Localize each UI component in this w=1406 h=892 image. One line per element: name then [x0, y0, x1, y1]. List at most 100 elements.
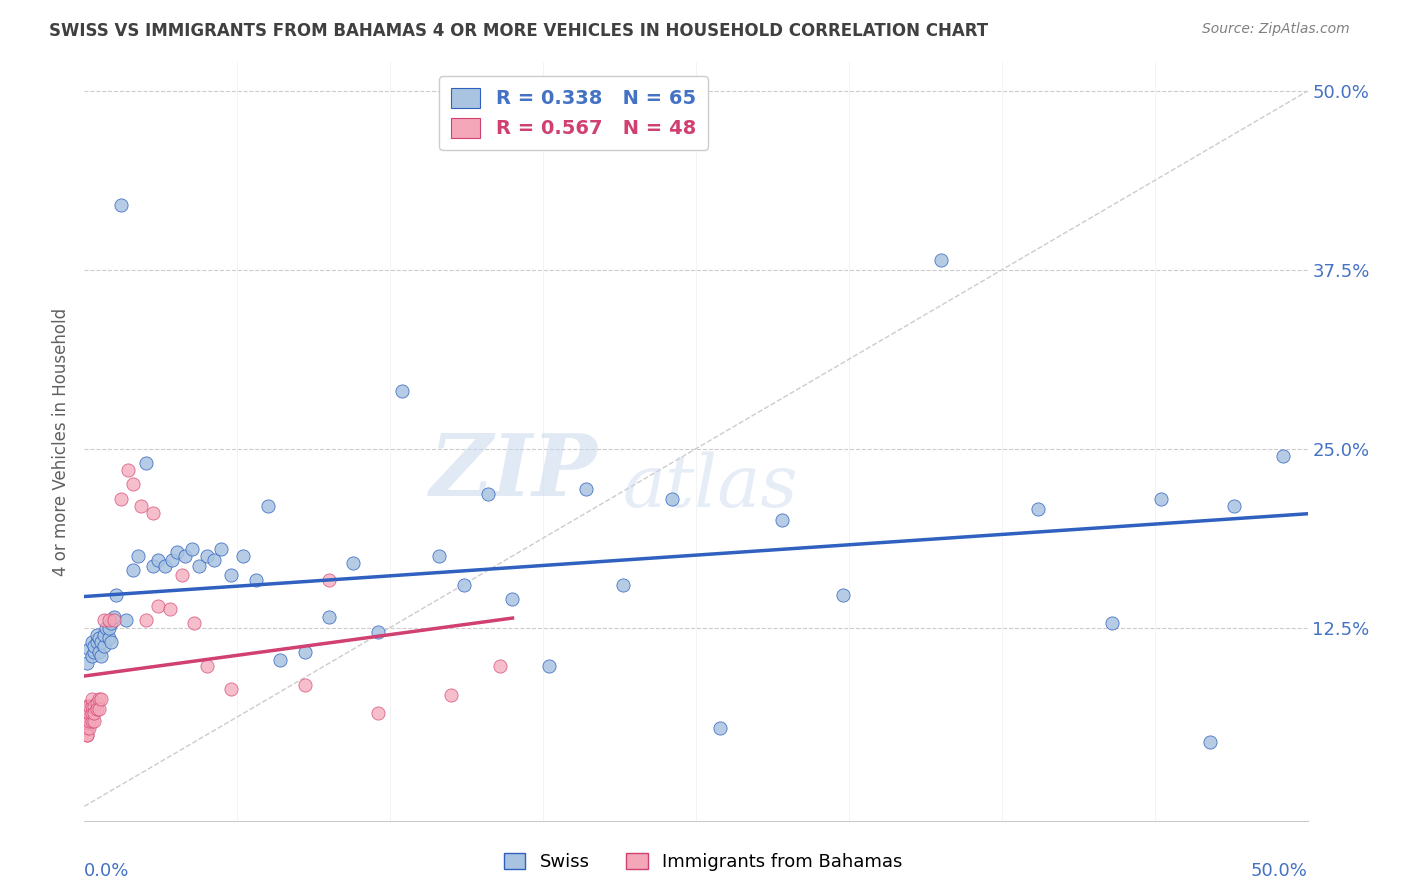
Point: [77, 716, 100, 731]
Point: [294, 645, 316, 659]
Point: [135, 613, 157, 627]
Point: [391, 384, 413, 399]
Point: [87, 645, 110, 659]
Point: [96, 620, 118, 634]
Point: [83, 706, 105, 721]
Point: [77, 721, 100, 735]
Point: [502, 591, 524, 606]
Point: [76, 728, 98, 742]
Point: [709, 721, 731, 735]
Point: [269, 653, 291, 667]
Point: [1223, 499, 1246, 513]
Point: [80, 649, 103, 664]
Point: [93, 613, 115, 627]
Point: [110, 491, 132, 506]
Point: [105, 588, 128, 602]
Point: [342, 556, 364, 570]
Point: [453, 577, 475, 591]
Point: [440, 688, 463, 702]
Point: [219, 567, 242, 582]
Point: [87, 702, 110, 716]
Point: [77, 699, 100, 714]
Text: atlas: atlas: [623, 451, 799, 523]
Point: [83, 699, 105, 714]
Point: [129, 499, 152, 513]
Point: [86, 635, 108, 649]
Point: [100, 616, 122, 631]
Text: 0.0%: 0.0%: [84, 863, 129, 880]
Point: [76, 728, 98, 742]
Point: [83, 639, 105, 653]
Point: [209, 541, 232, 556]
Text: ZIP: ZIP: [430, 430, 598, 514]
Point: [83, 645, 105, 659]
Point: [77, 711, 100, 725]
Point: [538, 659, 561, 673]
Point: [1272, 449, 1295, 463]
Point: [80, 692, 103, 706]
Point: [117, 463, 139, 477]
Point: [80, 706, 103, 721]
Point: [83, 714, 105, 728]
Point: [87, 631, 110, 645]
Point: [80, 714, 103, 728]
Point: [87, 692, 110, 706]
Point: [770, 513, 793, 527]
Point: [93, 628, 115, 642]
Point: [97, 613, 120, 627]
Point: [100, 635, 122, 649]
Point: [159, 602, 181, 616]
Y-axis label: 4 or more Vehicles in Household: 4 or more Vehicles in Household: [52, 308, 70, 575]
Text: Source: ZipAtlas.com: Source: ZipAtlas.com: [1202, 22, 1350, 37]
Point: [86, 628, 108, 642]
Point: [1028, 501, 1050, 516]
Point: [76, 706, 98, 721]
Point: [489, 659, 512, 673]
Point: [80, 699, 103, 714]
Point: [245, 574, 267, 588]
Point: [661, 491, 683, 506]
Point: [575, 482, 598, 496]
Point: [97, 620, 120, 634]
Point: [90, 692, 112, 706]
Legend: Swiss, Immigrants from Bahamas: Swiss, Immigrants from Bahamas: [496, 846, 910, 879]
Point: [76, 706, 98, 721]
Point: [173, 549, 195, 563]
Point: [127, 549, 149, 563]
Point: [183, 616, 205, 631]
Point: [97, 631, 120, 645]
Point: [318, 610, 340, 624]
Point: [162, 553, 184, 567]
Point: [93, 639, 115, 653]
Point: [77, 702, 100, 716]
Point: [103, 613, 125, 627]
Point: [77, 706, 100, 721]
Point: [166, 544, 188, 558]
Point: [153, 559, 176, 574]
Point: [195, 659, 218, 673]
Point: [294, 678, 316, 692]
Text: SWISS VS IMMIGRANTS FROM BAHAMAS 4 OR MORE VEHICLES IN HOUSEHOLD CORRELATION CHA: SWISS VS IMMIGRANTS FROM BAHAMAS 4 OR MO…: [49, 22, 988, 40]
Legend: R = 0.338   N = 65, R = 0.567   N = 48: R = 0.338 N = 65, R = 0.567 N = 48: [440, 76, 707, 150]
Point: [76, 714, 98, 728]
Point: [188, 559, 211, 574]
Point: [427, 549, 450, 563]
Point: [115, 613, 138, 627]
Point: [76, 699, 98, 714]
Point: [80, 635, 103, 649]
Point: [110, 198, 132, 212]
Point: [77, 642, 100, 657]
Point: [477, 487, 499, 501]
Point: [76, 721, 98, 735]
Point: [103, 610, 125, 624]
Point: [318, 574, 340, 588]
Point: [367, 624, 389, 639]
Point: [122, 477, 145, 491]
Point: [86, 702, 108, 716]
Point: [142, 506, 165, 520]
Point: [76, 657, 98, 671]
Point: [77, 714, 100, 728]
Point: [142, 559, 165, 574]
Point: [76, 721, 98, 735]
Point: [146, 553, 169, 567]
